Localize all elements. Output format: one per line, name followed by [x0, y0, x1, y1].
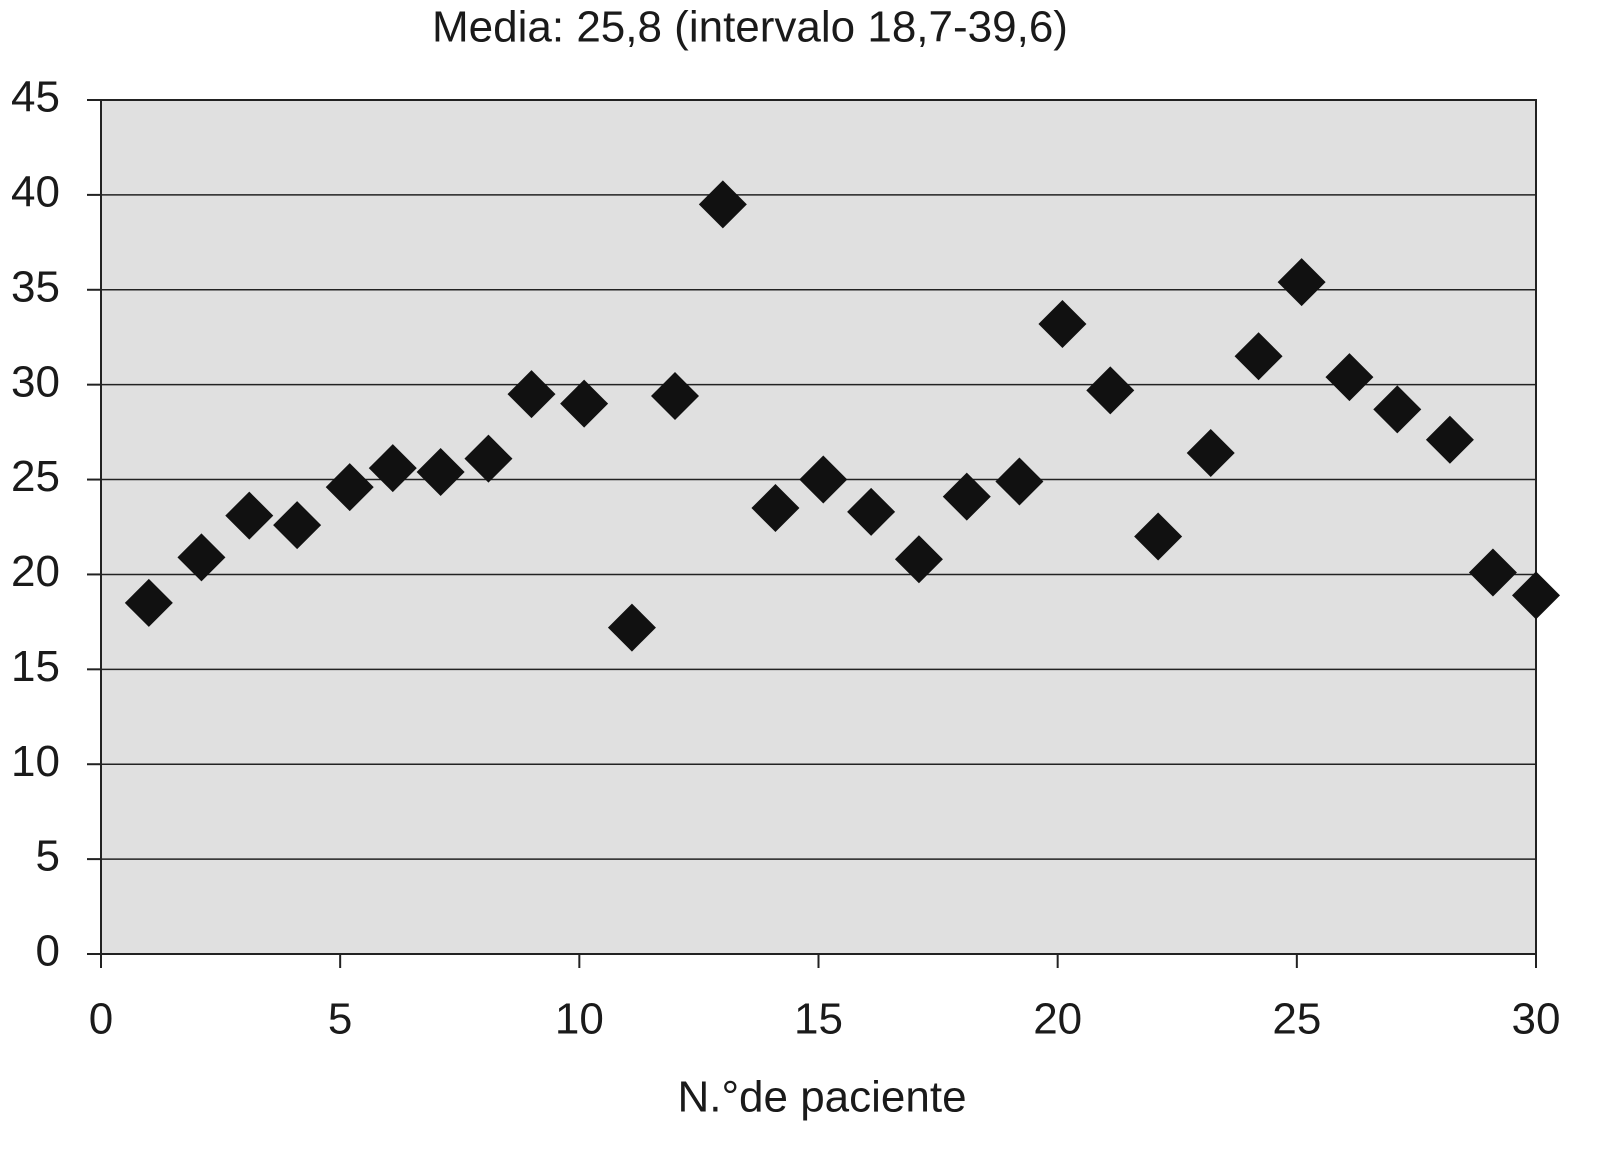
y-tick-label: 20 — [11, 547, 60, 596]
y-tick-label: 0 — [36, 927, 60, 976]
y-tick-label: 5 — [36, 832, 60, 881]
y-tick-label: 10 — [11, 737, 60, 786]
point — [1086, 366, 1135, 415]
y-tick-label: 25 — [11, 452, 60, 501]
point — [273, 501, 322, 550]
x-tick-label: 30 — [1512, 995, 1561, 1044]
y-tick-label: 40 — [11, 168, 60, 217]
point — [1425, 415, 1474, 464]
point — [1512, 571, 1560, 620]
point — [368, 444, 417, 493]
point — [799, 455, 848, 504]
y-tick-label: 30 — [11, 357, 60, 406]
point — [698, 180, 747, 229]
point — [1186, 428, 1235, 477]
point — [177, 533, 226, 582]
y-tick-label: 35 — [11, 262, 60, 311]
x-tick-label: 0 — [89, 995, 113, 1044]
point — [942, 472, 991, 521]
chart-title: Media: 25,8 (intervalo 18,7-39,6) — [432, 3, 1068, 52]
point — [751, 484, 800, 533]
point — [560, 379, 609, 428]
point — [124, 578, 173, 627]
point — [325, 463, 374, 512]
point — [507, 370, 556, 419]
point — [995, 457, 1044, 506]
point — [1468, 548, 1517, 597]
x-tick-label: 25 — [1272, 995, 1321, 1044]
point — [607, 603, 656, 652]
point — [416, 447, 465, 496]
point — [1325, 353, 1374, 402]
point — [1373, 385, 1422, 434]
y-tick-label: 15 — [11, 642, 60, 691]
x-tick-label: 10 — [555, 995, 604, 1044]
point — [464, 434, 513, 483]
point — [847, 487, 896, 536]
x-tick-label: 5 — [328, 995, 352, 1044]
point — [1234, 332, 1283, 381]
plot-area — [100, 99, 1537, 955]
x-axis-label: N.°de paciente — [677, 1073, 966, 1122]
x-tick-label: 15 — [794, 995, 843, 1044]
point — [894, 535, 943, 584]
point — [1134, 512, 1183, 561]
point — [1277, 258, 1326, 307]
point — [651, 372, 699, 421]
point — [225, 491, 274, 540]
point — [1038, 299, 1087, 348]
y-tick-label: 45 — [11, 73, 60, 122]
x-tick-label: 20 — [1033, 995, 1082, 1044]
